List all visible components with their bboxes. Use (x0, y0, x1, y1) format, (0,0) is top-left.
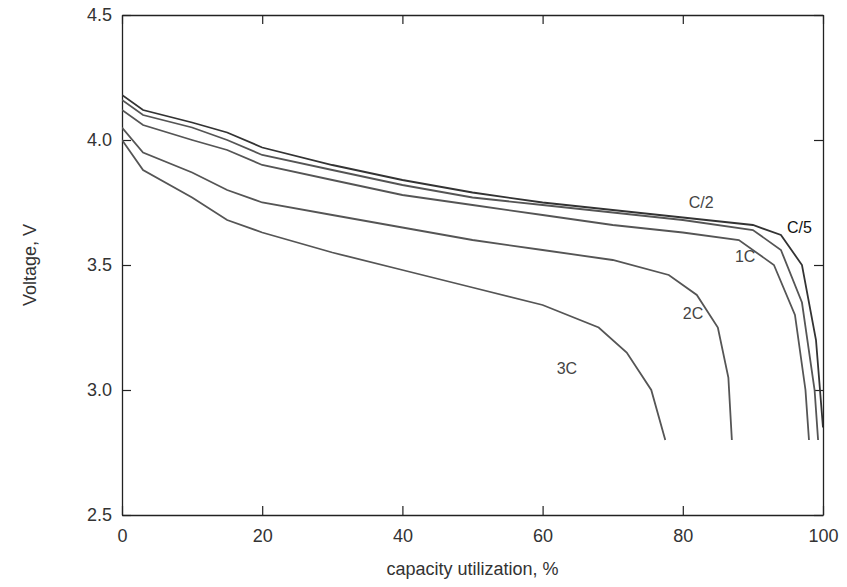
series-label: 1C (735, 248, 755, 265)
tick-label: 4.5 (87, 5, 112, 25)
tick (814, 140, 823, 141)
tick-label: 0 (117, 526, 127, 546)
series-line (122, 110, 809, 440)
x-axis-top (123, 15, 824, 24)
tick-label: 3.0 (87, 380, 112, 400)
tick-label: 60 (533, 526, 553, 546)
tick (543, 15, 544, 24)
tick-mark (122, 515, 131, 516)
y-axis: 2.5 3.0 3.5 4.0 4.5 (87, 5, 131, 525)
tick-mark (814, 140, 823, 141)
tick-mark (542, 15, 543, 24)
tick-mark (262, 15, 263, 24)
tick (814, 265, 823, 266)
tick-label: 40 (393, 526, 413, 546)
tick-mark (122, 265, 131, 266)
tick: 3.0 (87, 380, 131, 400)
tick (683, 15, 684, 24)
series-label: 2C (683, 305, 703, 322)
series-line (122, 100, 818, 440)
tick (262, 15, 263, 24)
x-axis: 0 20 40 60 80 100 (117, 506, 838, 546)
tick: 2.5 (87, 505, 131, 525)
tick: 80 (673, 506, 693, 546)
tick: 4.0 (87, 130, 131, 150)
tick-label: 20 (253, 526, 273, 546)
tick-mark (402, 506, 403, 515)
tick-mark (814, 515, 823, 516)
y-axis-title: Voltage, V (20, 224, 40, 306)
tick-mark (683, 506, 684, 515)
axis-line (123, 515, 824, 516)
tick-mark (814, 15, 823, 16)
tick-label: 100 (808, 526, 838, 546)
series-labels: C/5 C/2 1C 2C 3C (557, 194, 812, 377)
tick-mark (542, 506, 543, 515)
y-axis-right (814, 16, 824, 516)
tick-mark (814, 265, 823, 266)
tick (122, 15, 123, 24)
lines (122, 95, 823, 440)
tick-mark (122, 390, 131, 391)
x-axis-title: capacity utilization, % (386, 559, 558, 579)
tick (402, 15, 403, 24)
axis-line (823, 16, 824, 516)
tick-label: 2.5 (87, 505, 112, 525)
chart: 0 20 40 60 80 100 2.5 3.0 3.5 4.0 4.5 C/5 C/2 1C 2C 3C c… (0, 0, 847, 587)
tick: 40 (393, 506, 413, 546)
series-line (122, 140, 665, 440)
tick: 20 (253, 506, 273, 546)
tick-label: 80 (673, 526, 693, 546)
tick (814, 15, 823, 16)
plot: 0 20 40 60 80 100 2.5 3.0 3.5 4.0 4.5 C/5 C/2 1C 2C 3C (87, 5, 839, 546)
tick-mark (122, 15, 123, 24)
tick-label: 3.5 (87, 255, 112, 275)
tick-mark (402, 15, 403, 24)
axis-line (123, 15, 824, 16)
tick-label: 4.0 (87, 130, 112, 150)
tick-mark (262, 506, 263, 515)
tick: 60 (533, 506, 553, 546)
tick (814, 515, 823, 516)
series-label: C/2 (689, 194, 714, 211)
series-label: C/5 (787, 219, 812, 236)
series-line (122, 95, 823, 428)
tick: 3.5 (87, 255, 131, 275)
series-label: 3C (557, 360, 577, 377)
series-line (122, 128, 732, 441)
tick-mark (683, 15, 684, 24)
